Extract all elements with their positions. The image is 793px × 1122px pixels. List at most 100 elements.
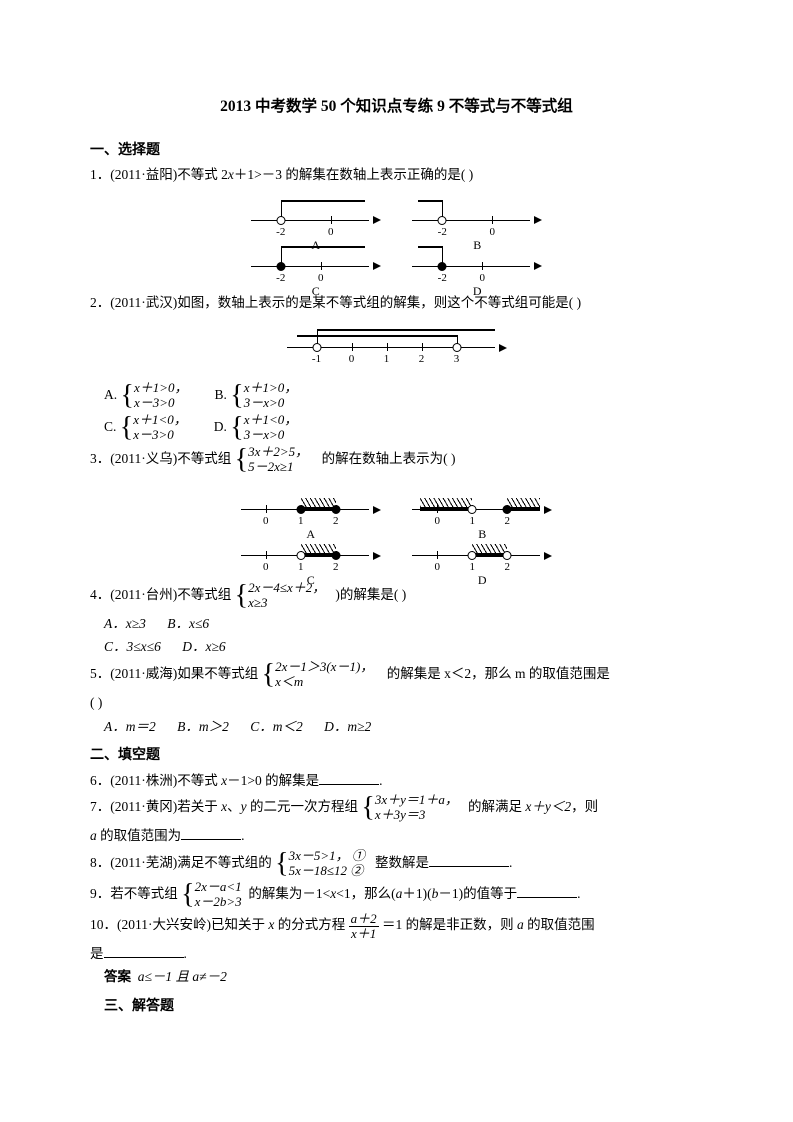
q10-l2a: 是 [90,946,104,961]
q8-s1: 3x－5>1， ① [289,849,365,864]
q7-sep: 、 [227,799,241,814]
q8-s2: 5x－18≤12 ② [289,864,365,879]
q2-C2: x－3>0 [133,428,187,443]
q5-D: D．m≥2 [324,716,371,738]
q10-ans-val: a≤－1 且 a≠－2 [138,969,227,984]
q3C-t1: 1 [298,559,304,577]
q5-paren: ( ) [90,692,703,714]
q2-B2: 3－x>0 [244,396,298,411]
q7-line2: a 的取值范围为. [90,825,703,847]
q2-C1: x＋1<0， [133,413,187,428]
q7-d: ，则 [571,799,598,814]
q7-b: 的二元一次方程组 [247,799,358,814]
q10-d: 的取值范围 [524,918,595,933]
q10-a2: a [517,918,524,933]
q9-b: 的解集为－1< [248,886,330,901]
q1: 1．(2011·益阳)不等式 2x＋1>－3 的解集在数轴上表示正确的是( ) [90,164,703,186]
q2-C-label: C. [104,419,116,434]
q7-a2: a [90,828,97,843]
q7-a: 7．(2011·黄冈)若关于 [90,799,221,814]
q5-A: A．m＝2 [104,716,156,738]
q3B-t0: 0 [435,513,441,531]
q2-t4: 3 [454,351,460,369]
q9-e: －1)的值等于 [438,886,517,901]
q5-s2: x＜m [275,675,373,690]
q10-b: 的分式方程 [274,918,348,933]
q2-opts-row1: A. { x＋1>0， x－3>0 B. { x＋1>0， 3－x>0 [104,381,703,411]
q5: 5．(2011·威海)如果不等式组 { 2x－1＞3(x－1)， x＜m 的解集… [90,660,703,690]
q4-b: )的解集是( ) [335,587,406,602]
q3: 3．(2011·义乌)不等式组 { 3x＋2>5， 5－2x≥1 的解在数轴上表… [90,445,703,475]
q6-blank [319,770,379,785]
q2-D1: x＋1<0， [244,413,298,428]
q8: 8．(2011·芜湖)满足不等式组的 { 3x－5>1， ① 5x－18≤12 … [90,849,703,879]
q4-C: C．3≤x≤6 [104,636,161,658]
page-title: 2013 中考数学 50 个知识点专练 9 不等式与不等式组 [90,95,703,120]
q3D-t2: 2 [505,559,511,577]
q5-a: 5．(2011·威海)如果不等式组 [90,666,258,681]
q9-blank [517,884,577,899]
q7-blank [181,825,241,840]
q6-period: . [379,773,382,788]
q5-opts: A．m＝2 B．m＞2 C．m＜2 D．m≥2 [104,716,703,738]
q1D-t1: -2 [438,270,447,288]
q8-a: 8．(2011·芜湖)满足不等式组的 [90,855,272,870]
q2-D-label: D. [214,419,227,434]
q7: 7．(2011·黄冈)若关于 x、y 的二元一次方程组 { 3x＋y＝1＋a， … [90,793,703,823]
q10-c: ＝1 的解是非正数，则 [382,918,517,933]
q1-text-b: ＋1>－3 的解集在数轴上表示正确的是( ) [234,167,473,182]
section-choice: 一、选择题 [90,140,703,162]
q5-s1: 2x－1＞3(x－1)， [275,660,373,675]
q2-D2: 3－x>0 [244,428,298,443]
q10-blank [104,943,184,958]
q1B-t2: 0 [490,224,496,242]
q4-A: A．x≥3 [104,613,146,635]
q4-B: B．x≤6 [167,613,209,635]
q3A-t0: 0 [263,513,269,531]
q9-period: . [577,886,580,901]
q4-opts: A．x≥3 B．x≤6 [104,613,703,635]
q10-line2: 是. [90,943,703,965]
q2-t1: 0 [349,351,355,369]
q4-a: 4．(2011·台州)不等式组 [90,587,231,602]
q3-s1: 3x＋2>5， [248,445,308,460]
q3-diagrams: 0 1 2 A 0 1 2 B 0 1 2 [90,481,703,573]
q9-s2: x－2b>3 [195,895,242,910]
q3B-t2: 2 [505,513,511,531]
q9-c: <1，那么( [336,886,395,901]
q5-B: B．m＞2 [177,716,229,738]
q2-t2: 1 [384,351,390,369]
q1A-t1: -2 [276,224,285,242]
q5-C: C．m＜2 [250,716,303,738]
q10-den: x＋1 [349,927,379,941]
q2-diagram: -1 0 1 2 3 [90,319,703,373]
q4-s2: x≥3 [248,596,325,611]
q2-A-label: A. [104,387,117,402]
q10-num: a＋2 [349,912,379,927]
q1-C: C [312,282,320,301]
q6-a: 6．(2011·株洲)不等式 [90,773,221,788]
q3A-t2: 2 [333,513,339,531]
q3B-t1: 1 [470,513,476,531]
q4-D: D．x≥6 [182,636,225,658]
section-blank: 二、填空题 [90,745,703,767]
q2-B1: x＋1>0， [244,381,298,396]
q7-s1: 3x＋y＝1＋a， [375,793,458,808]
q6: 6．(2011·株洲)不等式 x－1>0 的解集是. [90,770,703,792]
q9: 9．若不等式组 { 2x－a<1 x－2b>3 的解集为－1<x<1，那么(a＋… [90,880,703,910]
q7-c: 的解满足 [468,799,525,814]
q7-b2: 的取值范围为 [97,828,181,843]
q1-diagrams: -2 0 A -2 0 B -2 0 C [90,192,703,284]
q10-ans-label: 答案 [104,969,131,984]
q3C-t0: 0 [263,559,269,577]
q9-s1: 2x－a<1 [195,880,242,895]
q2-t3: 2 [419,351,425,369]
q2-A1: x＋1>0， [134,381,188,396]
q2: 2．(2011·武汉)如图，数轴上表示的是某不等式组的解集，则这个不等式组可能是… [90,292,703,314]
q10-answer: 答案 a≤－1 且 a≠－2 [104,966,703,988]
q2-A2: x－3>0 [134,396,188,411]
q7-period: . [241,828,244,843]
q3-a: 3．(2011·义乌)不等式组 [90,451,231,466]
q1-text-a: 1．(2011·益阳)不等式 2 [90,167,228,182]
q9-d: ＋1)( [402,886,431,901]
